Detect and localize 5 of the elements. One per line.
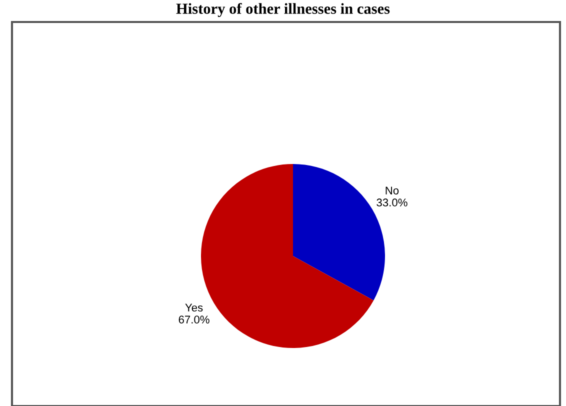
- data-label: 33.0%: [376, 198, 408, 206]
- slice-label: No: [386, 186, 399, 194]
- slice-label: Yes: [185, 304, 203, 312]
- data-label: 67.0%: [178, 316, 210, 324]
- chart-title: History of other illnesses in cases: [176, 2, 390, 18]
